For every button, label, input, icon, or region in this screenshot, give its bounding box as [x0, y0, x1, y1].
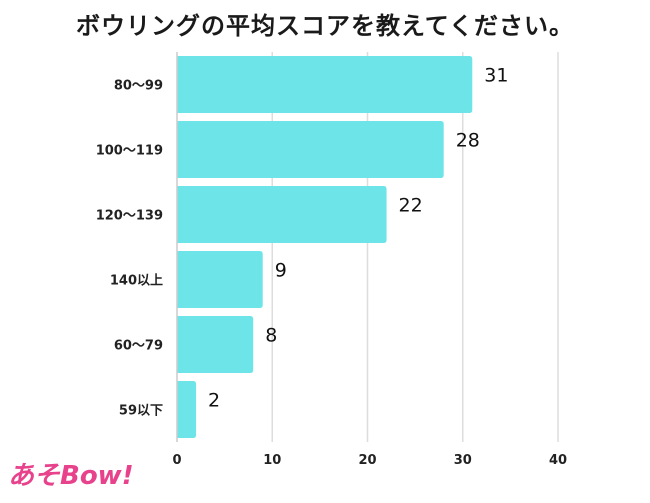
x-tick-label: 40 — [549, 453, 567, 468]
category-labels: 80〜99 100〜119 120〜139 140以上 60〜79 59以下 — [96, 79, 163, 419]
x-tick-labels: 0 10 20 30 40 — [172, 453, 567, 468]
value-label: 31 — [484, 65, 508, 87]
x-tick-label: 0 — [172, 453, 181, 468]
bar — [177, 316, 254, 373]
bar — [177, 251, 263, 308]
asobow-logo: あそBow! — [7, 460, 134, 492]
logo-text: あそBow! — [8, 461, 134, 491]
x-tick-label: 10 — [263, 453, 281, 468]
grid-lines — [271, 52, 559, 442]
bar — [177, 56, 473, 113]
value-label: 28 — [456, 130, 480, 152]
value-label: 22 — [399, 195, 423, 217]
bar — [177, 121, 444, 178]
category-label: 59以下 — [119, 404, 163, 419]
bar — [177, 381, 197, 438]
category-label: 120〜139 — [96, 209, 163, 224]
category-label: 140以上 — [110, 274, 163, 289]
category-label: 80〜99 — [114, 79, 163, 94]
chart-title: ボウリングの平均スコアを教えてください。 — [75, 12, 575, 40]
value-label: 8 — [265, 325, 277, 347]
category-label: 100〜119 — [96, 144, 163, 159]
category-label: 60〜79 — [114, 339, 163, 354]
value-label: 2 — [208, 390, 220, 412]
value-labels: 31 28 22 9 8 2 — [208, 65, 508, 412]
x-tick-label: 20 — [358, 453, 376, 468]
value-label: 9 — [275, 260, 287, 282]
x-tick-label: 30 — [454, 453, 472, 468]
bar — [177, 186, 387, 243]
bars — [177, 56, 473, 438]
